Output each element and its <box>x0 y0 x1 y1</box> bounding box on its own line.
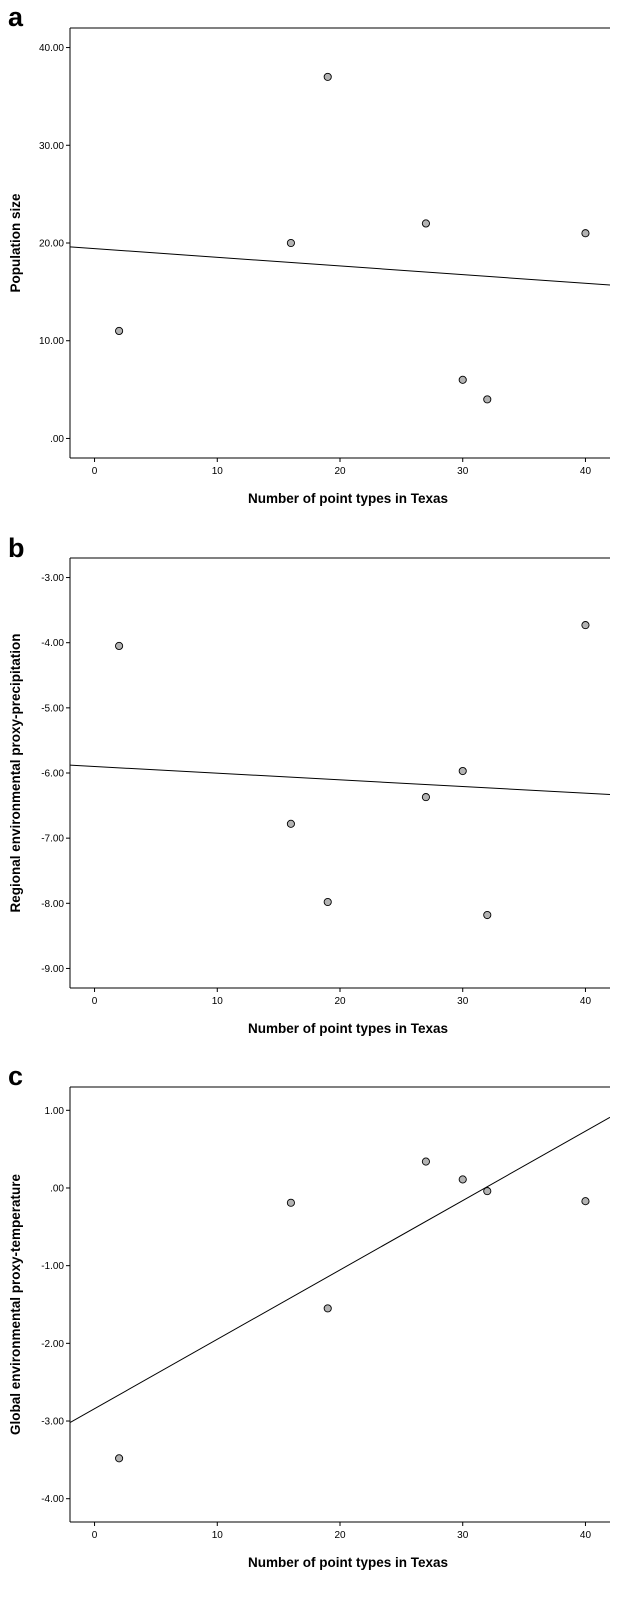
x-tick-label: 30 <box>457 1530 469 1541</box>
y-tick-label: -8.00 <box>41 899 64 910</box>
x-tick-label: 0 <box>92 996 98 1007</box>
data-point <box>483 910 492 920</box>
data-point <box>581 621 590 630</box>
y-tick-label: -3.00 <box>41 1417 64 1428</box>
data-point <box>286 1198 295 1207</box>
data-point <box>421 793 430 802</box>
x-tick-label: 10 <box>212 996 224 1007</box>
data-point <box>323 897 332 907</box>
y-tick-label: -2.00 <box>41 1339 64 1350</box>
x-tick-label: 30 <box>457 996 469 1007</box>
data-point <box>323 1304 332 1313</box>
x-tick-label: 10 <box>212 1530 224 1541</box>
fit-line <box>70 764 610 795</box>
panel-letter: c <box>8 1061 23 1091</box>
y-tick-label: 10.00 <box>39 336 64 347</box>
data-point <box>286 819 295 828</box>
y-axis-title: Global environmental proxy-temperature <box>8 1173 23 1435</box>
y-tick-label: -4.00 <box>41 1494 64 1505</box>
data-point <box>458 375 467 384</box>
fit-line <box>70 246 610 286</box>
y-tick-label: 1.00 <box>45 1106 65 1117</box>
x-tick-label: 20 <box>334 996 346 1007</box>
fit-line <box>70 1116 610 1424</box>
x-axis-title: Number of point types in Texas <box>248 1555 448 1570</box>
data-point <box>421 1157 430 1166</box>
y-tick-label: -1.00 <box>41 1261 64 1272</box>
y-tick-label: 30.00 <box>39 141 64 152</box>
panel-letter: b <box>8 533 25 563</box>
data-point <box>458 1175 467 1184</box>
y-tick-label: -7.00 <box>41 834 64 845</box>
data-point <box>286 238 295 248</box>
data-point <box>421 219 430 228</box>
x-tick-label: 20 <box>334 1530 346 1541</box>
x-tick-label: 30 <box>457 466 469 477</box>
x-tick-label: 40 <box>580 1530 592 1541</box>
y-axis-title: Regional environmental proxy-precipitati… <box>8 633 23 912</box>
data-point <box>115 1454 124 1463</box>
x-axis-title: Number of point types in Texas <box>248 1021 448 1036</box>
x-tick-label: 0 <box>92 466 98 477</box>
data-point <box>323 72 332 81</box>
y-tick-label: .00 <box>50 434 64 445</box>
data-point <box>581 1197 590 1206</box>
data-point <box>458 766 467 776</box>
y-tick-label: -4.00 <box>41 638 64 649</box>
y-tick-label: -5.00 <box>41 703 64 714</box>
y-tick-label: -9.00 <box>41 964 64 975</box>
chart-panel-a: a .00 10.00 20.00 30.00 40.00 0 10 20 30 40 Number … <box>8 2 610 506</box>
x-tick-label: 20 <box>334 466 346 477</box>
y-tick-label: 40.00 <box>39 43 64 54</box>
x-tick-label: 40 <box>580 466 592 477</box>
x-axis-title: Number of point types in Texas <box>248 491 448 506</box>
data-point <box>483 1187 492 1196</box>
x-tick-label: 40 <box>580 996 592 1007</box>
y-tick-label: -3.00 <box>41 573 64 584</box>
chart-panel-c: c 1.00 .00 -1.00 -2.00 -3.00 -4.00 0 10 20 30 40 Num… <box>8 1061 610 1570</box>
y-axis-title: Population size <box>8 193 23 293</box>
data-point <box>483 395 492 404</box>
data-point <box>115 641 124 651</box>
x-tick-label: 10 <box>212 466 224 477</box>
x-tick-label: 0 <box>92 1530 98 1541</box>
y-tick-label: 20.00 <box>39 239 64 250</box>
y-tick-label: -6.00 <box>41 769 64 780</box>
y-tick-label: .00 <box>50 1183 64 1194</box>
data-point <box>115 326 124 336</box>
chart-panel-b: b -3.00 -4.00 -5.00 -6.00 -7.00 -8.00 -9.00 0 10 2… <box>8 533 610 1036</box>
data-point <box>581 229 590 238</box>
panel-letter: a <box>8 2 24 32</box>
